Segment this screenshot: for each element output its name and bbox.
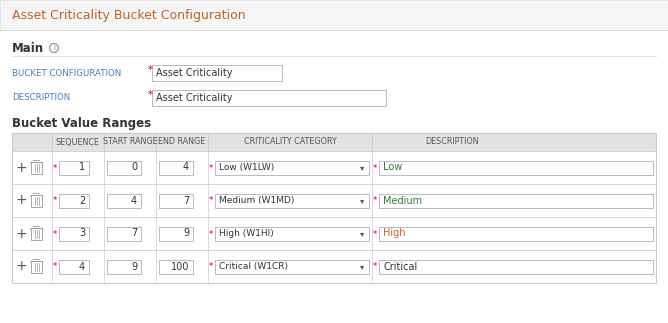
Bar — [379, 226, 653, 241]
Text: Asset Criticality Bucket Configuration: Asset Criticality Bucket Configuration — [12, 8, 246, 22]
Bar — [215, 259, 369, 274]
Text: 0: 0 — [131, 162, 137, 172]
Text: *: * — [373, 230, 377, 238]
Text: START RANGE: START RANGE — [103, 138, 157, 147]
Text: +: + — [15, 226, 27, 241]
Text: Low (W1LW): Low (W1LW) — [219, 163, 275, 172]
Text: *: * — [209, 230, 213, 238]
Bar — [31, 227, 42, 239]
Text: 2: 2 — [79, 195, 85, 205]
Bar — [107, 161, 141, 174]
Text: Low: Low — [383, 162, 402, 172]
Bar — [12, 151, 656, 184]
Text: *: * — [209, 163, 213, 172]
Text: Asset Criticality: Asset Criticality — [156, 93, 232, 103]
Text: SEQUENCE: SEQUENCE — [56, 138, 100, 147]
Text: 3: 3 — [79, 228, 85, 238]
Text: Medium: Medium — [383, 195, 422, 205]
Text: Main: Main — [12, 41, 44, 55]
Text: *: * — [209, 196, 213, 205]
Text: BUCKET CONFIGURATION: BUCKET CONFIGURATION — [12, 68, 122, 78]
Bar — [12, 184, 656, 217]
Text: Medium (W1MD): Medium (W1MD) — [219, 196, 295, 205]
Text: +: + — [15, 161, 27, 174]
Bar — [107, 259, 141, 274]
Bar — [107, 226, 141, 241]
Text: *: * — [148, 90, 153, 100]
Bar — [379, 161, 653, 174]
Bar — [12, 250, 656, 283]
Bar — [215, 193, 369, 207]
Text: Critical: Critical — [383, 262, 418, 272]
Text: Critical (W1CR): Critical (W1CR) — [219, 262, 288, 271]
Bar — [31, 261, 42, 273]
Bar — [159, 161, 193, 174]
Text: 9: 9 — [183, 228, 189, 238]
Bar — [159, 226, 193, 241]
Text: High (W1HI): High (W1HI) — [219, 229, 274, 238]
Text: ▾: ▾ — [360, 262, 364, 271]
Text: Bucket Value Ranges: Bucket Value Ranges — [12, 117, 151, 130]
Bar — [59, 259, 89, 274]
Text: *: * — [53, 163, 57, 172]
Bar — [159, 259, 193, 274]
Text: *: * — [373, 163, 377, 172]
Text: *: * — [148, 65, 153, 75]
Text: *: * — [209, 263, 213, 272]
Bar — [31, 162, 42, 173]
Bar — [379, 193, 653, 207]
Text: High: High — [383, 228, 405, 238]
Bar — [152, 65, 282, 81]
Bar — [12, 133, 656, 283]
Bar — [152, 90, 386, 106]
Bar — [59, 226, 89, 241]
Bar — [12, 133, 656, 151]
Text: *: * — [373, 263, 377, 272]
Bar — [215, 226, 369, 241]
Bar — [31, 194, 42, 206]
Text: 4: 4 — [79, 262, 85, 272]
Text: DESCRIPTION: DESCRIPTION — [426, 138, 479, 147]
Text: END RANGE: END RANGE — [158, 138, 206, 147]
Text: 7: 7 — [183, 195, 189, 205]
Bar — [379, 259, 653, 274]
Text: 9: 9 — [131, 262, 137, 272]
Text: CRITICALITY CATEGORY: CRITICALITY CATEGORY — [244, 138, 337, 147]
Bar — [12, 217, 656, 250]
Text: 1: 1 — [79, 162, 85, 172]
Text: +: + — [15, 259, 27, 274]
Text: DESCRIPTION: DESCRIPTION — [12, 93, 70, 102]
Text: 100: 100 — [170, 262, 189, 272]
Bar — [107, 193, 141, 207]
Text: *: * — [53, 196, 57, 205]
Text: i: i — [53, 45, 55, 51]
Text: *: * — [53, 230, 57, 238]
Text: 4: 4 — [183, 162, 189, 172]
Text: ▾: ▾ — [360, 229, 364, 238]
Text: Asset Criticality: Asset Criticality — [156, 68, 232, 78]
Text: +: + — [15, 193, 27, 207]
Bar — [59, 193, 89, 207]
Bar — [59, 161, 89, 174]
Text: *: * — [53, 263, 57, 272]
Text: 7: 7 — [131, 228, 137, 238]
Bar — [215, 161, 369, 174]
Text: ▾: ▾ — [360, 163, 364, 172]
Text: 4: 4 — [131, 195, 137, 205]
Text: *: * — [373, 196, 377, 205]
Bar — [159, 193, 193, 207]
Text: ▾: ▾ — [360, 196, 364, 205]
Bar — [0, 0, 668, 30]
